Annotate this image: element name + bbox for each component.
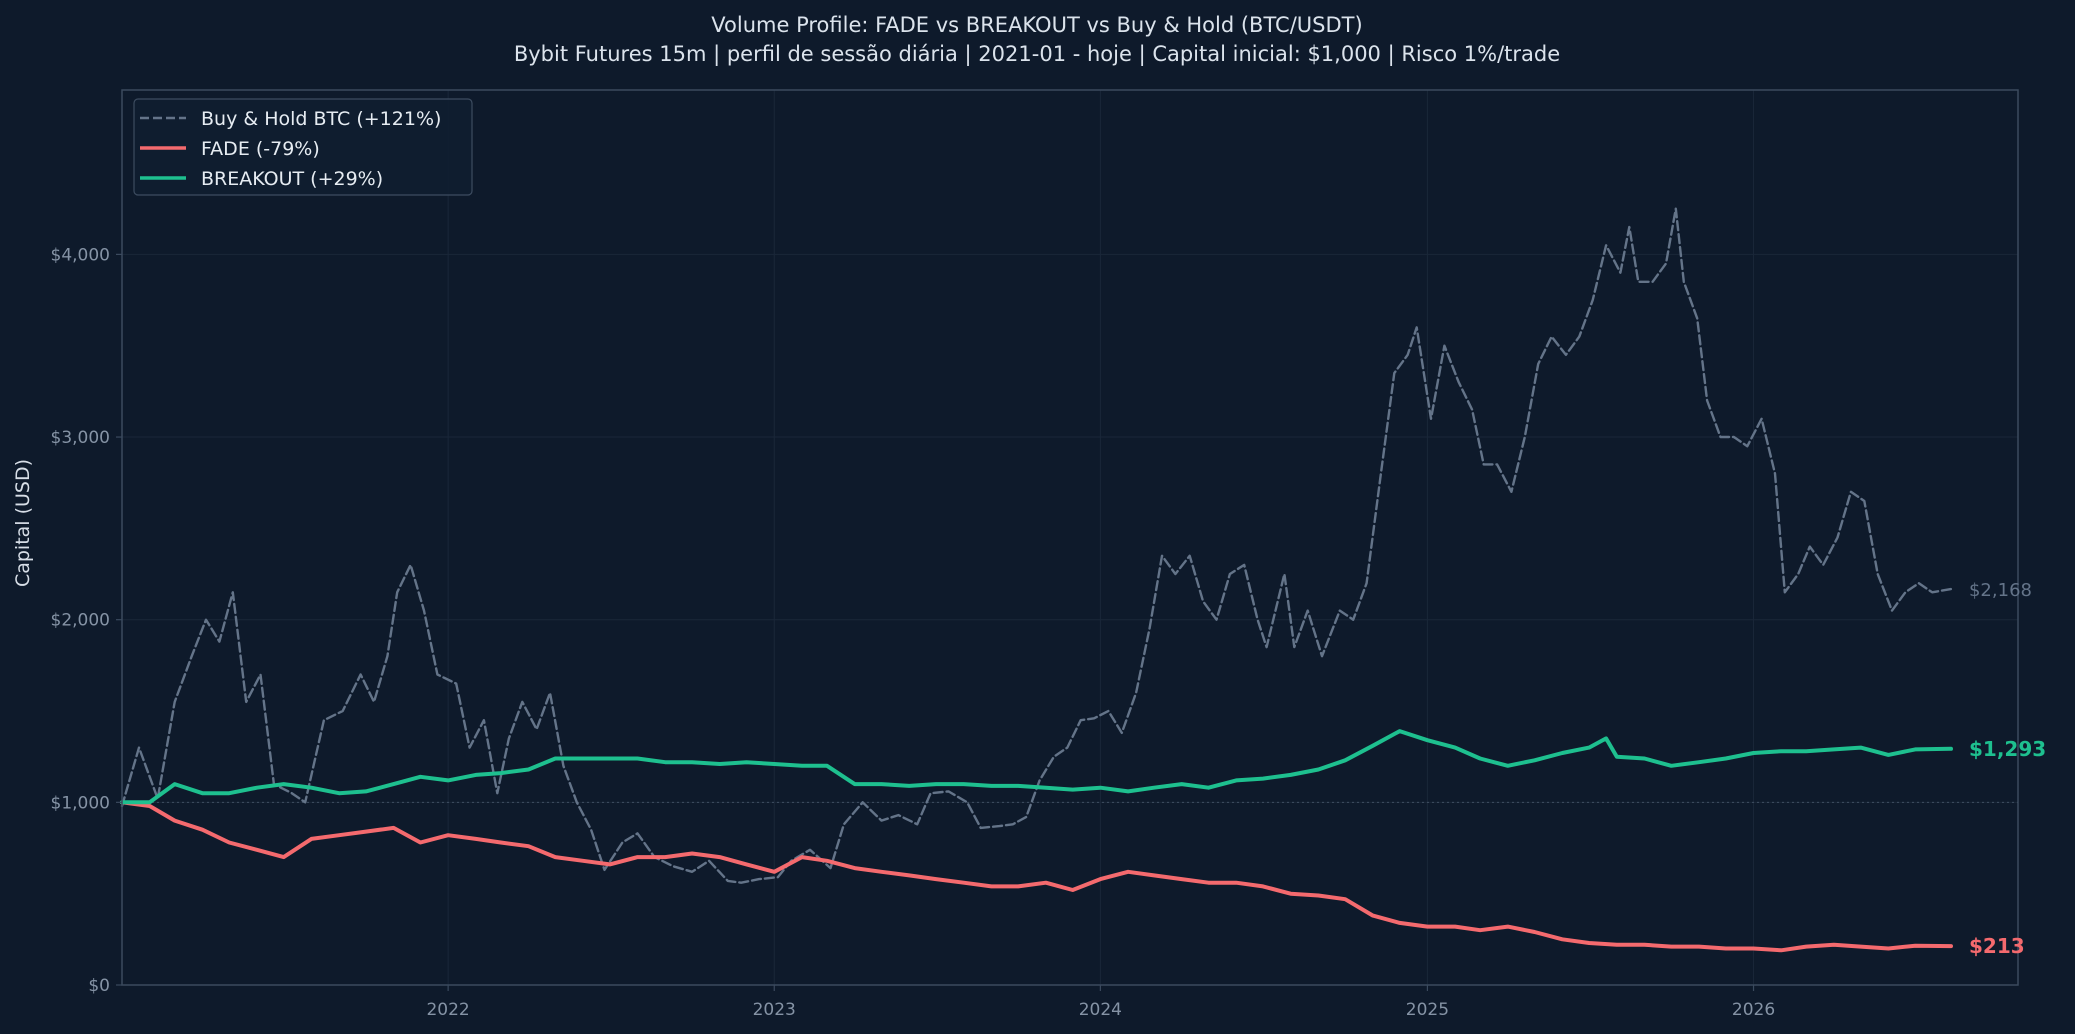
series-buy-hold [120,207,1953,884]
x-tick-label: 2026 [1732,1000,1775,1020]
x-axis-ticks: 2022 2023 2024 2025 2026 [426,985,1775,1020]
y-axis-label: Capital (USD) [12,459,34,587]
series-lines [120,207,1953,953]
x-tick-label: 2024 [1079,1000,1122,1020]
series-breakout [120,729,1953,805]
legend: Buy & Hold BTC (+121%) FADE (-79%) BREAKOU… [133,98,473,196]
plot-frame [121,89,2019,986]
legend-entry: FADE (-79%) [201,138,320,160]
legend-box [133,98,473,196]
series-fade-end-label: $213 [1969,934,2025,958]
y-axis-ticks: $0 $1,000 $2,000 $3,000 $4,000 [51,245,122,996]
chart-subtitle: Bybit Futures 15m | perfil de sessão diá… [514,42,1560,67]
y-tick-label: $2,000 [51,611,110,631]
series-fade [120,800,1953,953]
end-labels: $2,168 $213 $1,293 [1969,580,2046,958]
y-tick-label: $1,000 [51,793,110,813]
y-tick-label: $0 [88,976,110,996]
series-buy-hold-end-label: $2,168 [1969,580,2032,601]
y-tick-label: $3,000 [51,428,110,448]
x-tick-label: 2022 [426,1000,469,1020]
legend-entry: BREAKOUT (+29%) [201,168,383,190]
chart-title: Volume Profile: FADE vs BREAKOUT vs Buy … [711,13,1362,37]
y-tick-label: $4,000 [51,245,110,265]
x-tick-label: 2025 [1406,1000,1449,1020]
series-breakout-end-label: $1,293 [1969,737,2046,761]
x-tick-label: 2023 [753,1000,796,1020]
legend-entry: Buy & Hold BTC (+121%) [201,108,441,130]
